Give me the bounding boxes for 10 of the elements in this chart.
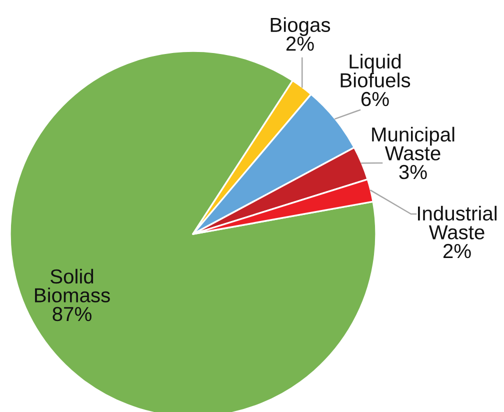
data-label: 2% [286, 36, 314, 51]
data-label: 2% [443, 244, 471, 258]
data-label: 87% [52, 306, 92, 322]
slice-label: Municipal Waste [372, 126, 454, 160]
slice-label: Solid Biomass [35, 268, 110, 302]
slice-label: Industrial Waste [418, 206, 497, 240]
slice-label: Biogas [270, 17, 330, 36]
data-label: 6% [361, 92, 389, 106]
data-label: 3% [399, 164, 427, 180]
slice-label: Liquid Biofuels [340, 54, 410, 88]
